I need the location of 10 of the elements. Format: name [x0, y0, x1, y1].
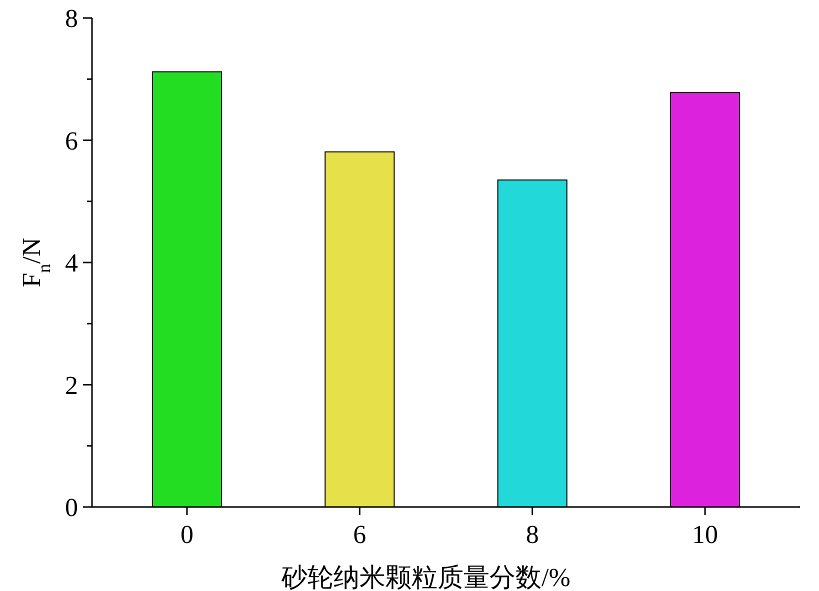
y-tick-label: 4 [65, 248, 78, 278]
x-tick-label: 6 [353, 520, 366, 549]
x-tick-label: 10 [692, 520, 718, 549]
y-tick-label: 2 [65, 370, 78, 400]
y-tick-label: 8 [65, 4, 78, 34]
y-tick-label: 0 [65, 493, 78, 522]
x-tick-label: 8 [526, 520, 539, 549]
y-tick-label: 6 [65, 126, 78, 156]
x-tick-label: 0 [180, 520, 194, 549]
x-axis-title: 砂轮纳米颗粒质量分数/% [280, 563, 570, 591]
